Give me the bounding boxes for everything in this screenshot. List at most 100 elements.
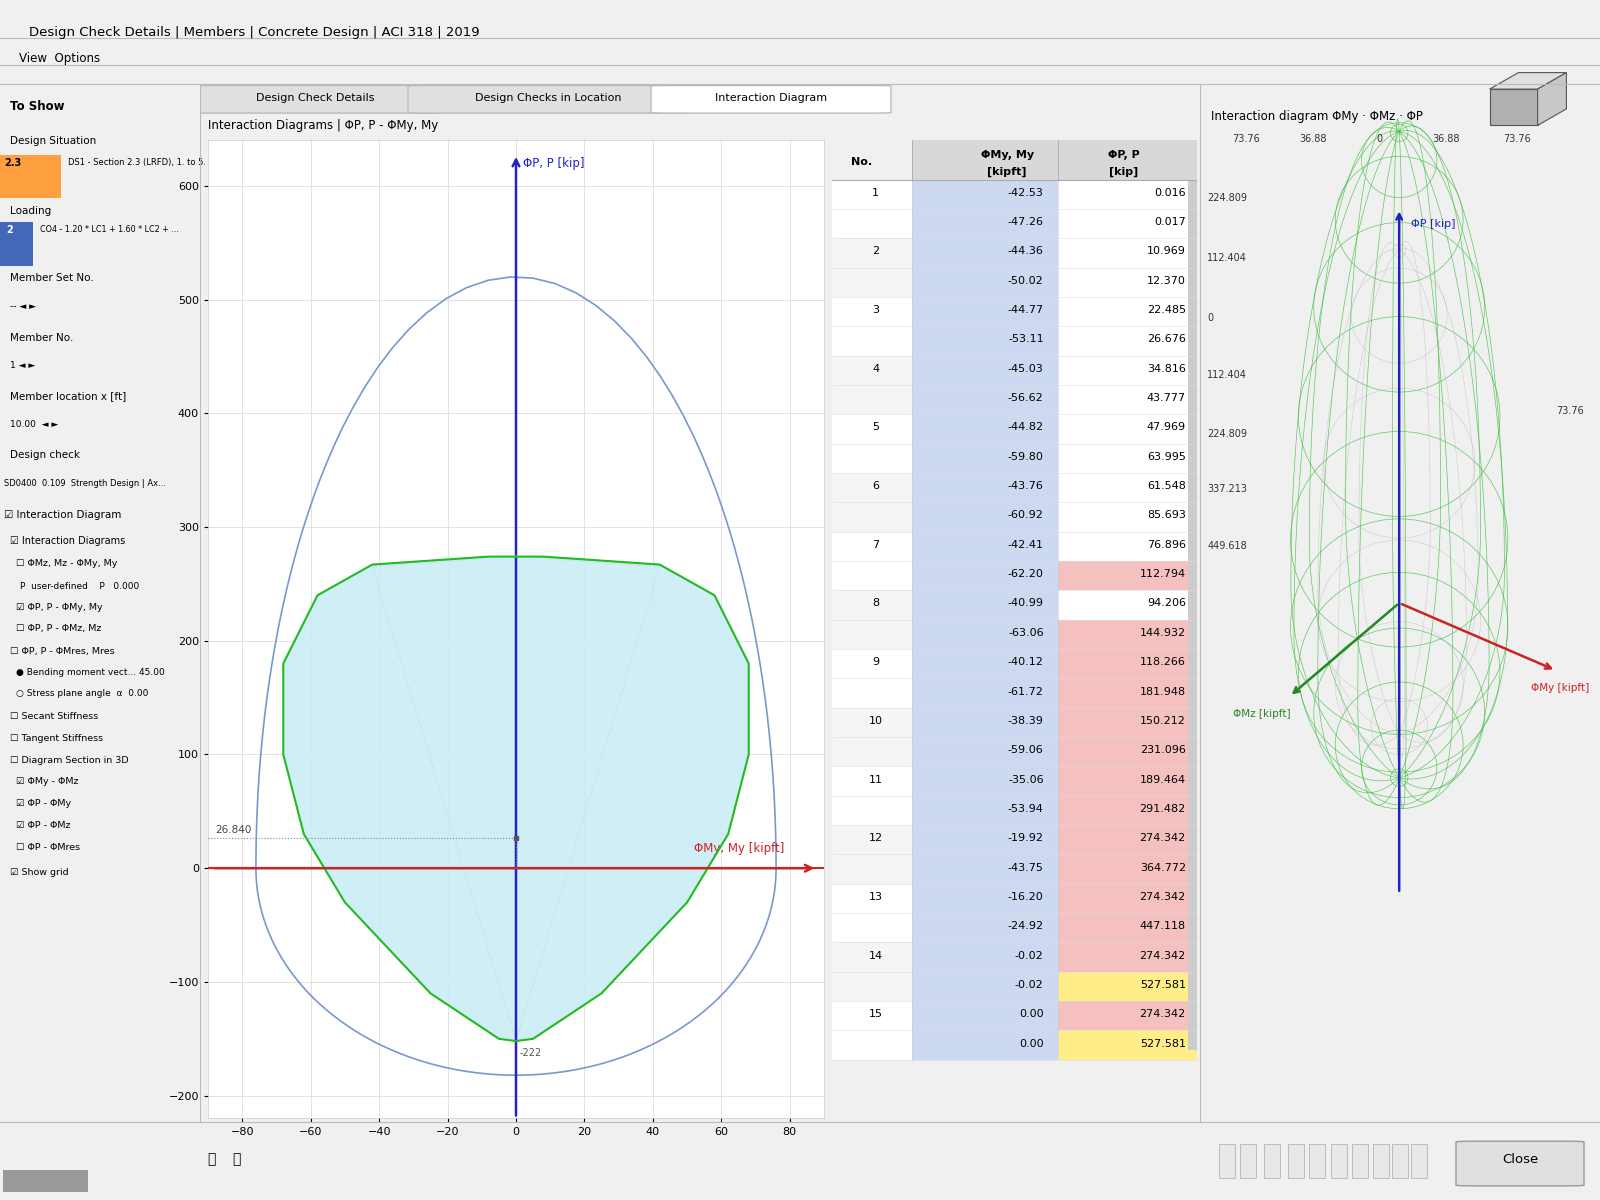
- Bar: [912, 326, 1058, 355]
- Text: 73.76: 73.76: [1555, 406, 1584, 416]
- Bar: [912, 854, 1058, 883]
- FancyBboxPatch shape: [1456, 1141, 1584, 1186]
- Bar: [832, 355, 1197, 385]
- Text: ☐ ΦP - ΦMres: ☐ ΦP - ΦMres: [16, 842, 80, 852]
- Bar: [912, 140, 1197, 180]
- Text: -42.41: -42.41: [1008, 540, 1043, 550]
- Text: -53.94: -53.94: [1008, 804, 1043, 814]
- Text: 9: 9: [872, 658, 880, 667]
- Text: Design Check Details | Members | Concrete Design | ACI 318 | 2019: Design Check Details | Members | Concret…: [29, 26, 480, 40]
- Bar: [832, 414, 1197, 444]
- Bar: [832, 532, 1197, 560]
- Bar: [1058, 649, 1197, 678]
- Bar: [1264, 1145, 1280, 1177]
- Bar: [1058, 708, 1197, 737]
- Text: ☐ ΦP, P - ΦMz, Mz: ☐ ΦP, P - ΦMz, Mz: [16, 624, 101, 632]
- Polygon shape: [1490, 72, 1566, 89]
- Text: 26.840: 26.840: [214, 826, 251, 835]
- Text: 15: 15: [869, 1009, 883, 1019]
- Text: 10.969: 10.969: [1147, 246, 1186, 257]
- Text: Design Check Details: Design Check Details: [256, 94, 374, 103]
- Bar: [832, 209, 1197, 239]
- Bar: [3, 1170, 88, 1192]
- Bar: [912, 239, 1058, 268]
- FancyBboxPatch shape: [0, 222, 34, 265]
- Text: 94.206: 94.206: [1147, 599, 1186, 608]
- Text: 1 ◄ ►: 1 ◄ ►: [10, 361, 35, 370]
- FancyBboxPatch shape: [186, 85, 445, 113]
- Bar: [1058, 239, 1197, 268]
- Text: CO4 - 1.20 * LC1 + 1.60 * LC2 + ...: CO4 - 1.20 * LC1 + 1.60 * LC2 + ...: [40, 226, 179, 234]
- Text: ΦMy, My [kipft]: ΦMy, My [kipft]: [694, 841, 784, 854]
- Bar: [1058, 913, 1197, 942]
- Bar: [832, 972, 1197, 1001]
- Bar: [912, 737, 1058, 767]
- Text: SD0400  0.109  Strength Design | Ax...: SD0400 0.109 Strength Design | Ax...: [3, 480, 166, 488]
- Text: -38.39: -38.39: [1008, 716, 1043, 726]
- Text: -61.72: -61.72: [1008, 686, 1043, 696]
- Text: ☑ ΦP - ΦMy: ☑ ΦP - ΦMy: [16, 799, 70, 808]
- Bar: [832, 560, 1197, 590]
- Bar: [912, 503, 1058, 532]
- Text: 527.581: 527.581: [1139, 1038, 1186, 1049]
- Text: -62.20: -62.20: [1008, 569, 1043, 580]
- Text: -43.76: -43.76: [1008, 481, 1043, 491]
- Text: 0.00: 0.00: [1019, 1009, 1043, 1019]
- Text: 47.969: 47.969: [1147, 422, 1186, 432]
- Bar: [912, 649, 1058, 678]
- Bar: [832, 796, 1197, 826]
- Bar: [912, 767, 1058, 796]
- Bar: [912, 414, 1058, 444]
- Text: 26.676: 26.676: [1147, 335, 1186, 344]
- Bar: [1058, 796, 1197, 826]
- Text: -222: -222: [520, 1048, 542, 1058]
- Bar: [912, 473, 1058, 503]
- Text: 6: 6: [872, 481, 880, 491]
- Text: 10.00  ◄ ►: 10.00 ◄ ►: [10, 420, 58, 430]
- Bar: [912, 296, 1058, 326]
- Bar: [1058, 590, 1197, 619]
- Bar: [1058, 737, 1197, 767]
- Text: 4: 4: [872, 364, 880, 373]
- Text: 10: 10: [869, 716, 883, 726]
- Bar: [1219, 1145, 1235, 1177]
- Polygon shape: [1490, 89, 1538, 126]
- Text: ● Bending moment vect... 45.00: ● Bending moment vect... 45.00: [16, 668, 165, 677]
- Text: -42.53: -42.53: [1008, 187, 1043, 198]
- Bar: [832, 268, 1197, 296]
- Text: 34.816: 34.816: [1147, 364, 1186, 373]
- Text: 0: 0: [1206, 312, 1213, 323]
- Bar: [912, 972, 1058, 1001]
- Bar: [1058, 473, 1197, 503]
- Text: ΦMz [kipft]: ΦMz [kipft]: [1234, 709, 1291, 719]
- Bar: [912, 1001, 1058, 1031]
- Polygon shape: [1538, 72, 1566, 126]
- Text: -40.99: -40.99: [1008, 599, 1043, 608]
- Text: -40.12: -40.12: [1008, 658, 1043, 667]
- Bar: [832, 180, 1197, 209]
- Text: -44.36: -44.36: [1008, 246, 1043, 257]
- Text: 0.016: 0.016: [1154, 187, 1186, 198]
- Bar: [832, 590, 1197, 619]
- Text: ☑ ΦMy - ΦMz: ☑ ΦMy - ΦMz: [16, 778, 78, 786]
- Bar: [1058, 414, 1197, 444]
- Bar: [1058, 1031, 1197, 1060]
- Text: Design Checks in Location: Design Checks in Location: [475, 94, 621, 103]
- Bar: [1058, 532, 1197, 560]
- Text: Loading: Loading: [10, 206, 51, 216]
- Text: 14: 14: [869, 950, 883, 960]
- Text: 274.342: 274.342: [1139, 833, 1186, 844]
- Text: 13: 13: [869, 892, 883, 902]
- Bar: [832, 326, 1197, 355]
- Text: ☑ ΦP - ΦMz: ☑ ΦP - ΦMz: [16, 821, 70, 830]
- Text: -53.11: -53.11: [1008, 335, 1043, 344]
- Bar: [1058, 355, 1197, 385]
- Bar: [1058, 854, 1197, 883]
- Text: 8: 8: [872, 599, 880, 608]
- Bar: [1058, 767, 1197, 796]
- Bar: [912, 619, 1058, 649]
- Bar: [912, 385, 1058, 414]
- Bar: [1058, 444, 1197, 473]
- Bar: [912, 180, 1058, 209]
- Bar: [1352, 1145, 1368, 1177]
